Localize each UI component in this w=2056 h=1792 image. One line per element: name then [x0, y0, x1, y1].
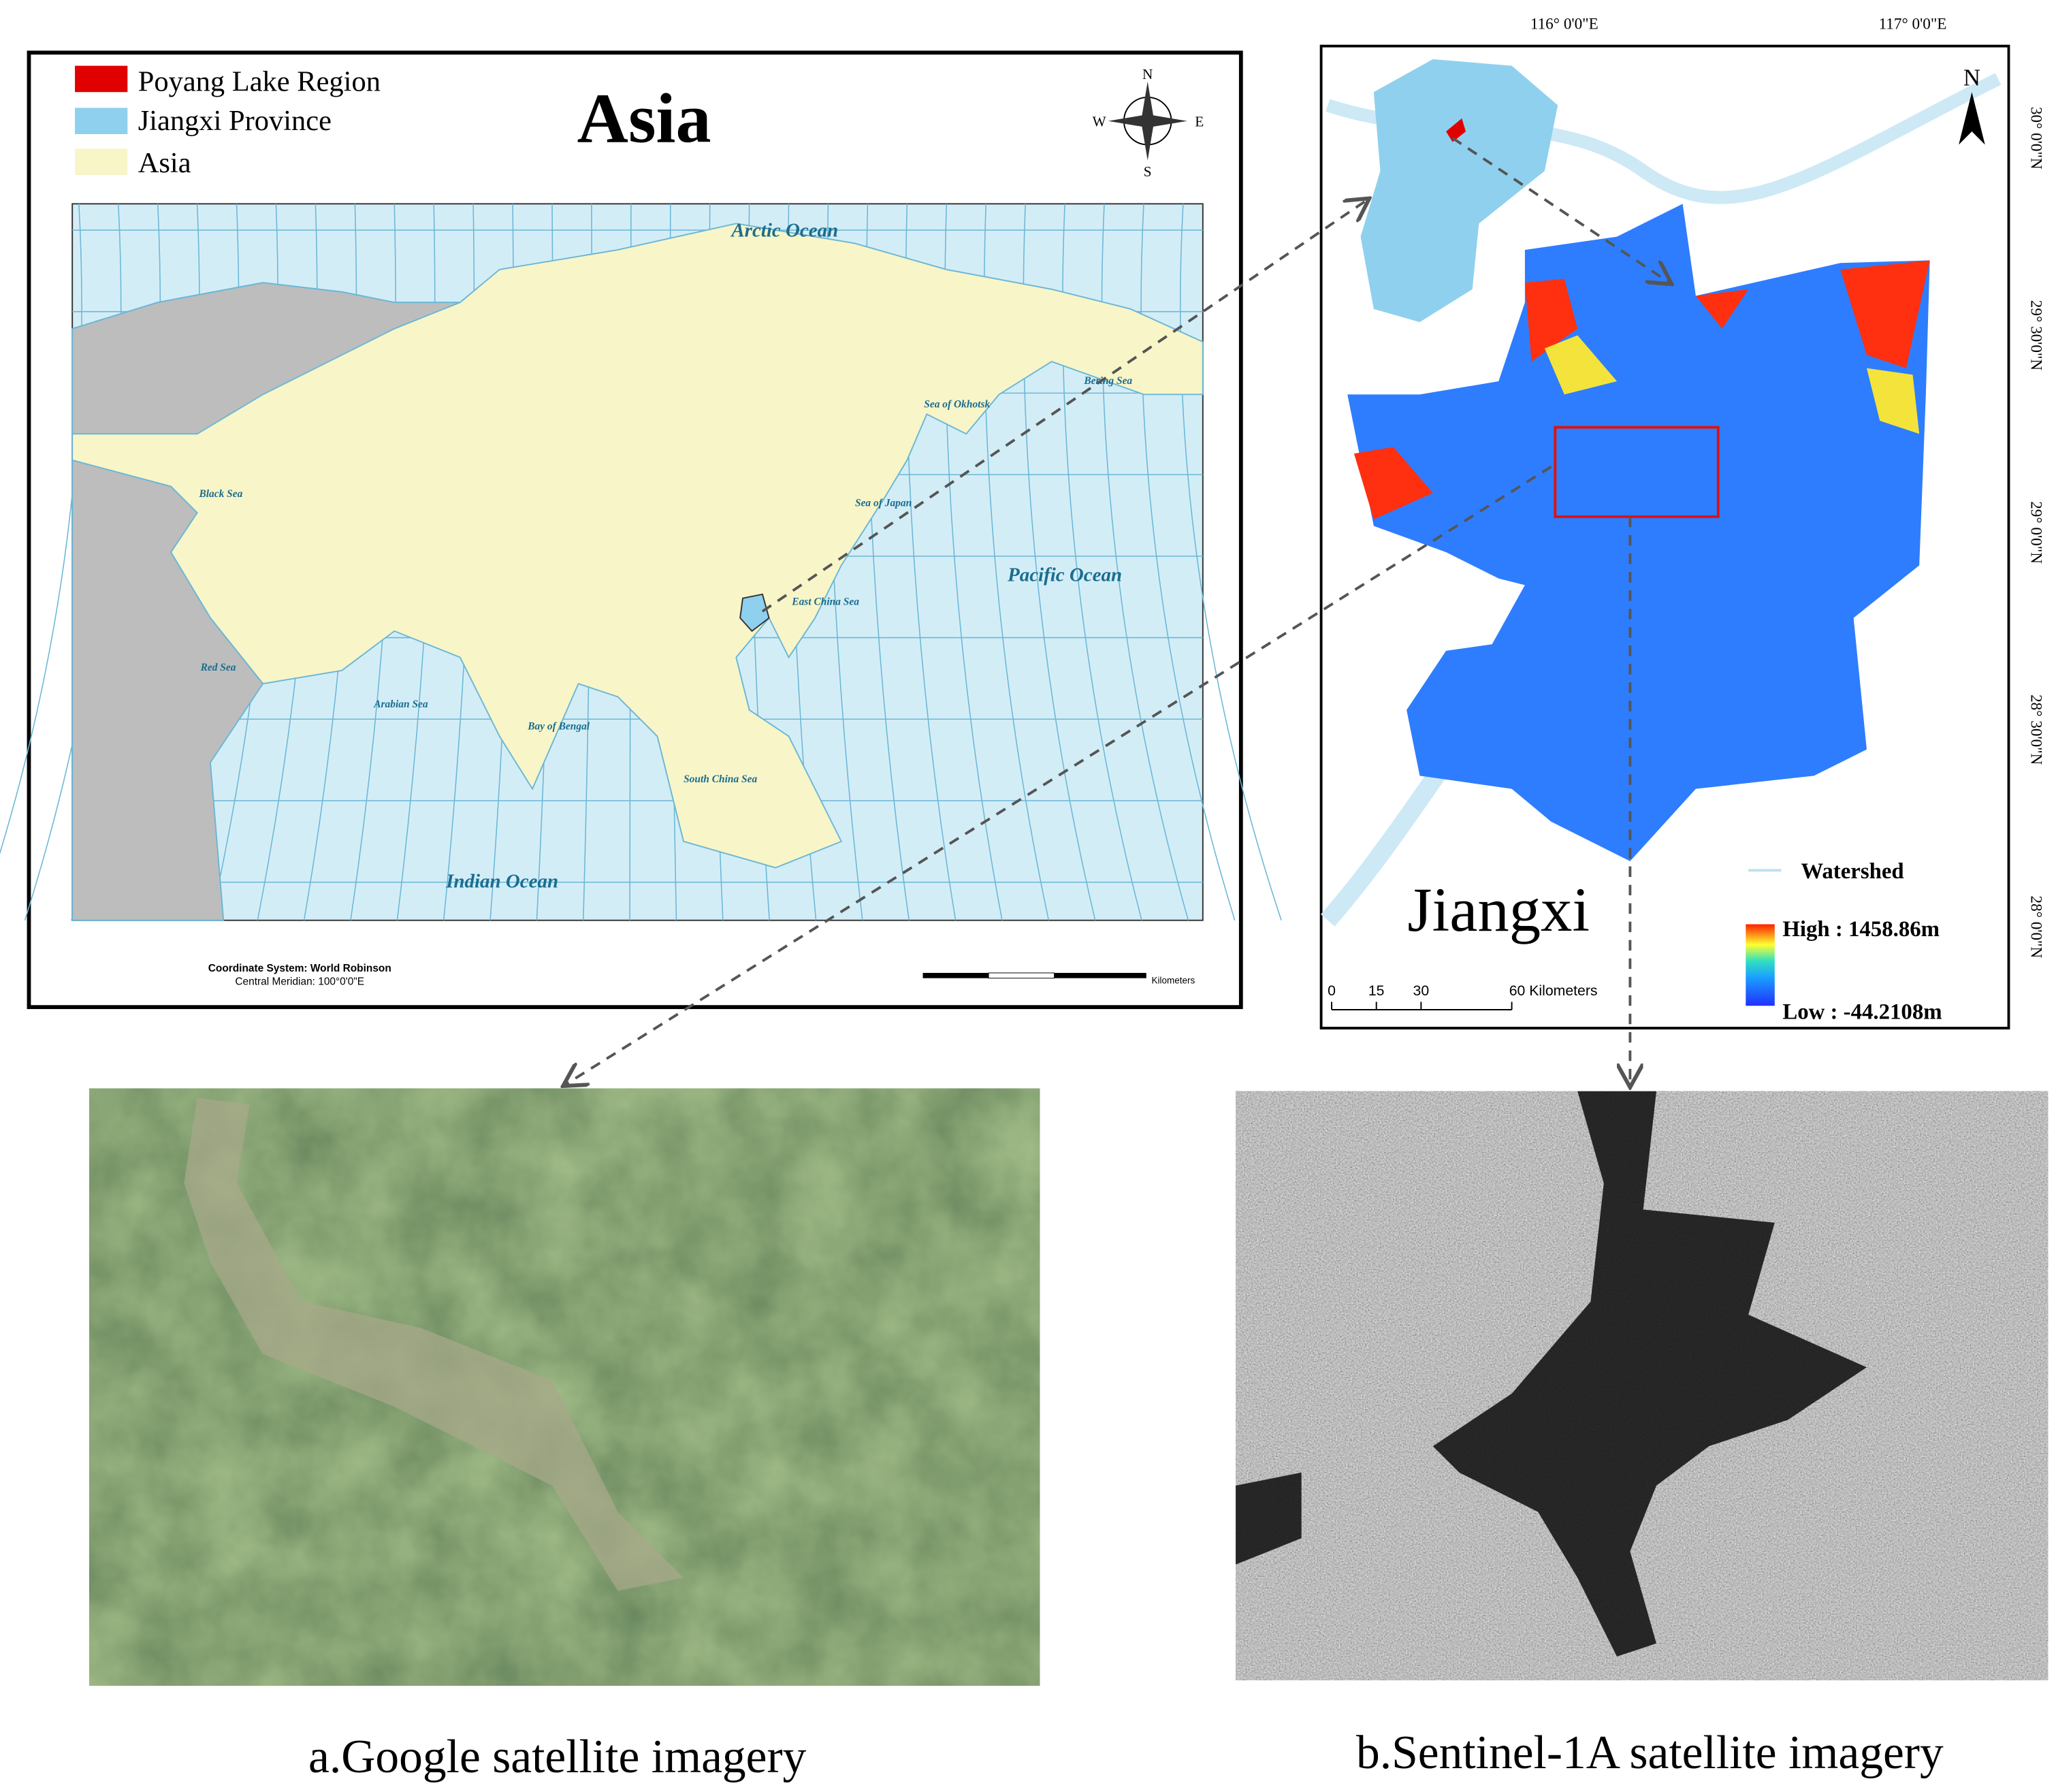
latitude-label: 30° 0'0"N [2027, 107, 2044, 170]
legend-label: Asia [138, 147, 191, 179]
caption: b.Sentinel-1A satellite imagery [1356, 1727, 1944, 1779]
compass-letter: N [1142, 66, 1153, 82]
graticule [1179, 204, 1282, 921]
caption: a.Google satellite imagery [308, 1731, 807, 1783]
asia-scale-bar: Kilometers [922, 972, 1195, 985]
legend-label: Poyang Lake Region [138, 65, 381, 97]
longitude-label: 116° 0'0"E [1530, 16, 1599, 33]
scale-unit: Kilometers [1152, 975, 1195, 985]
legend-swatch [75, 148, 128, 175]
sea-label: Bay of Bengal [527, 721, 590, 733]
latitude-label: 28° 30'0"N [2027, 694, 2044, 765]
graticule [1140, 204, 1236, 921]
sea-label: Sea of Okhotsk [924, 399, 990, 411]
sea-label: Red Sea [200, 662, 236, 673]
compass-letter: S [1144, 163, 1152, 180]
elevation-high: High : 1458.86m [1782, 917, 1940, 942]
central-meridian: Central Meridian: 100°0'0"E [235, 976, 364, 987]
lake-water [184, 1098, 684, 1591]
watershed-label: Watershed [1801, 859, 1904, 884]
dem-watershed [1347, 204, 1930, 861]
compass-letter: E [1195, 113, 1204, 129]
legend-swatch [75, 65, 128, 93]
north-arrow [1959, 92, 1985, 145]
ocean-label: Pacific Ocean [1007, 564, 1122, 586]
poyang-region [1446, 118, 1466, 142]
scale-label: 60 Kilometers [1509, 982, 1598, 999]
legend-label: Jiangxi Province [138, 105, 332, 137]
latitude-label: 28° 0'0"N [2027, 896, 2044, 959]
jiangxi-title: Jiangxi [1407, 875, 1590, 945]
asia-land [71, 223, 1204, 869]
legend-swatch [75, 108, 128, 135]
ocean-label: Arctic Ocean [730, 220, 838, 242]
north-label: N [1963, 65, 1980, 91]
coordinate-system: Coordinate System: World Robinson [208, 963, 391, 974]
dem-mid [1544, 335, 1920, 434]
latitude-label: 29° 0'0"N [2027, 501, 2044, 564]
sea-label: East China Sea [791, 596, 859, 607]
google-imagery [89, 1088, 1040, 1686]
graticule [0, 204, 82, 855]
lake-water-sar [1236, 1091, 1867, 1657]
jiangxi-province [1360, 59, 1558, 323]
compass: N S E W [1093, 66, 1204, 180]
sea-label: Arabian Sea [373, 699, 428, 710]
scale-label: 15 [1368, 982, 1385, 999]
jiangxi-location [739, 593, 770, 633]
compass-letter: W [1093, 113, 1106, 129]
jiangxi-scale-bar [1331, 1002, 1513, 1010]
elevation-ramp [1746, 924, 1775, 1006]
longitude-label: 117° 0'0"E [1879, 16, 1947, 33]
sea-label: South China Sea [684, 773, 757, 785]
sea-label: Bering Sea [1083, 375, 1132, 387]
latitude-label: 29° 30'0"N [2027, 300, 2044, 371]
sea-label: Black Sea [198, 488, 242, 500]
ocean-label: Indian Ocean [445, 870, 558, 892]
elevation-low: Low : -44.2108m [1782, 1000, 1942, 1025]
scale-label: 0 [1328, 982, 1336, 999]
scale-label: 30 [1413, 982, 1430, 999]
asia-title: Asia [577, 79, 711, 158]
sea-label: Sea of Japan [855, 497, 912, 509]
other-land [71, 282, 461, 921]
dem-high [1353, 260, 1930, 519]
connector-arrows [565, 137, 1669, 1085]
study-area-box [1554, 426, 1720, 518]
